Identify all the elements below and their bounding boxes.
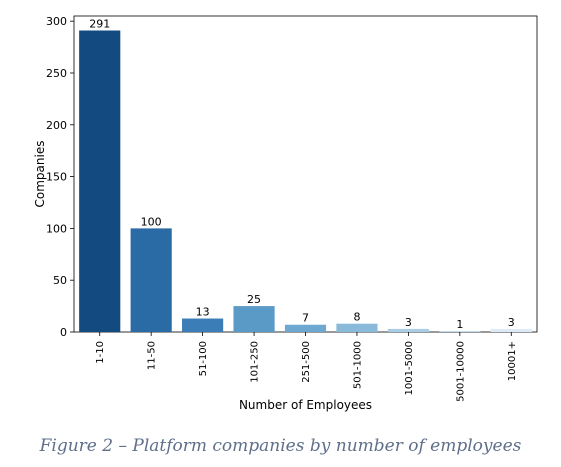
bar-value-label: 100 <box>141 215 162 228</box>
x-tick-label: 5001-10000 <box>455 341 466 402</box>
x-axis-label: Number of Employees <box>239 398 372 412</box>
bar <box>387 328 429 332</box>
y-tick-label: 50 <box>53 274 67 287</box>
bar-value-label: 8 <box>353 311 360 324</box>
x-tick-label: 11-50 <box>147 341 158 370</box>
bar-value-label: 25 <box>247 293 261 306</box>
bar <box>490 328 532 332</box>
bar <box>439 330 481 332</box>
bar-value-label: 291 <box>89 18 110 31</box>
y-tick-label: 150 <box>46 171 67 184</box>
x-tick-label: 501-1000 <box>352 341 363 389</box>
x-tick-label: 10001+ <box>507 341 518 381</box>
x-tick-label: 51-100 <box>198 341 209 376</box>
y-tick-label: 0 <box>60 326 67 339</box>
bar-value-label: 1 <box>456 318 463 331</box>
x-tick-label: 101-250 <box>250 341 261 383</box>
bar <box>233 306 275 332</box>
y-tick-label: 100 <box>46 222 67 235</box>
x-tick-label: 1001-5000 <box>404 341 415 396</box>
bar-value-label: 13 <box>196 306 210 319</box>
y-tick-label: 300 <box>46 15 67 28</box>
bar-value-label: 3 <box>508 316 515 329</box>
y-tick-label: 250 <box>46 67 67 80</box>
bar <box>79 30 121 333</box>
bar-value-label: 3 <box>405 316 412 329</box>
bar <box>284 324 327 332</box>
bar <box>130 228 172 332</box>
y-tick-label: 200 <box>46 119 67 132</box>
bar-value-label: 7 <box>302 312 309 325</box>
y-axis-label: Companies <box>33 141 47 208</box>
x-tick-label: 251-500 <box>301 341 312 383</box>
bar <box>182 318 224 332</box>
bar <box>336 323 378 332</box>
figure-caption: Figure 2 – Platform companies by number … <box>39 436 522 456</box>
x-tick-label: 1-10 <box>95 341 106 364</box>
